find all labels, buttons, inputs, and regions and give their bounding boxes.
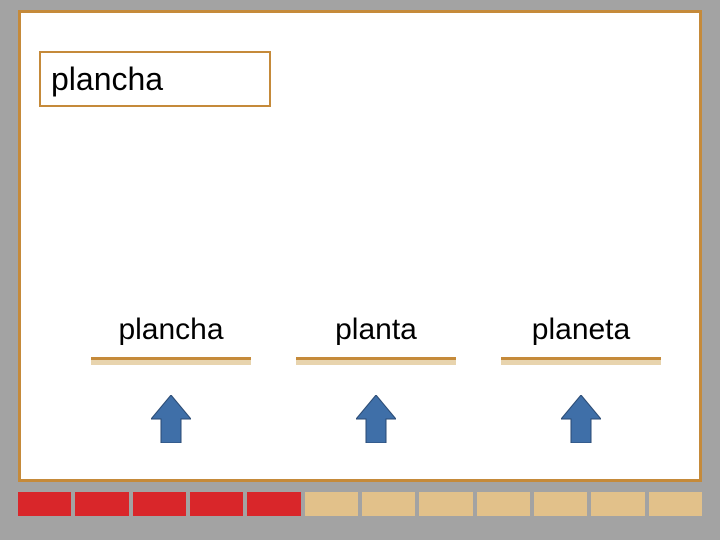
card-frame: plancha plancha planta planeta	[18, 10, 702, 482]
arrow-up-icon	[356, 395, 396, 443]
prompt-box: plancha	[39, 51, 271, 107]
option-1[interactable]: plancha	[81, 313, 261, 443]
arrow-up-icon	[561, 395, 601, 443]
progress-segment	[419, 492, 472, 516]
progress-segment	[534, 492, 587, 516]
option-2-bar	[296, 357, 456, 365]
progress-segment	[75, 492, 128, 516]
option-3-label: planeta	[532, 313, 630, 347]
arrow-up-icon	[151, 395, 191, 443]
progress-segment	[649, 492, 702, 516]
option-2-label: planta	[335, 313, 417, 347]
option-1-label: plancha	[118, 313, 223, 347]
progress-bar	[18, 492, 702, 516]
progress-segment	[133, 492, 186, 516]
progress-segment	[477, 492, 530, 516]
progress-segment	[190, 492, 243, 516]
progress-segment	[362, 492, 415, 516]
option-3[interactable]: planeta	[491, 313, 671, 443]
option-1-bar	[91, 357, 251, 365]
options-row: plancha planta planeta	[81, 313, 671, 443]
progress-segment	[18, 492, 71, 516]
option-2[interactable]: planta	[286, 313, 466, 443]
progress-segment	[305, 492, 358, 516]
prompt-text: plancha	[51, 61, 163, 98]
progress-segment	[247, 492, 300, 516]
progress-segment	[591, 492, 644, 516]
option-3-bar	[501, 357, 661, 365]
